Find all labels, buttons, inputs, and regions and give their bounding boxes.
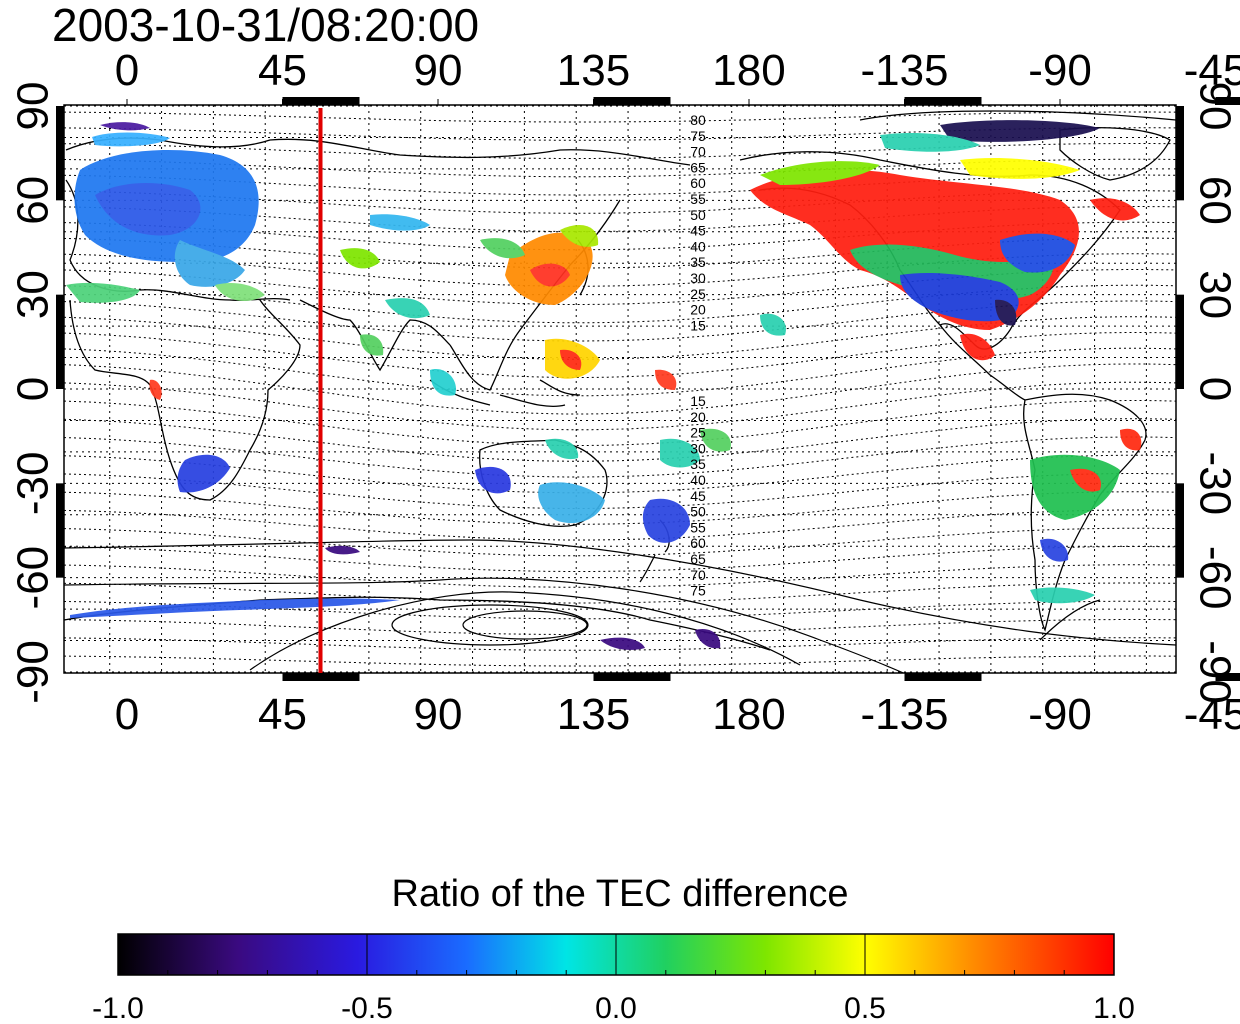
colorbar-tick-label: 1.0 [1093,992,1135,1024]
contour-label: 70 [690,567,706,583]
contour-label: 75 [690,128,706,144]
longitude-ticks-bottom: 0 45 90 135 180 -135 -90 -45 [115,690,1240,739]
longitude-tick-label: -90 [1028,46,1092,95]
longitude-tick-label: 90 [414,46,463,95]
contour-label: 50 [690,207,706,223]
latitude-ticks-left: 90 60 30 0 -30 -60 -90 [9,82,58,704]
longitude-tick-label: -135 [860,690,948,739]
contour-label: 20 [690,409,706,425]
latitude-tick-label: -90 [1190,640,1239,704]
longitude-tick-label: -90 [1028,690,1092,739]
longitude-tick-label: 135 [557,46,630,95]
longitude-tick-label: 180 [712,46,785,95]
axis-tick-bars [56,97,1240,681]
contour-label: 30 [690,440,706,456]
contour-label: 75 [690,583,706,599]
colorbar-tick-label: 0.0 [595,992,637,1024]
latitude-tick-label: -60 [9,546,58,610]
latitude-tick-label: 60 [9,176,58,225]
latitude-tick-label: 90 [1190,82,1239,131]
contour-label: 65 [690,159,706,175]
contour-label: 55 [690,191,706,207]
latitude-tick-label: 90 [9,82,58,131]
colorbar-tick-label: -0.5 [341,992,393,1024]
colorbar-label: Ratio of the TEC difference [391,873,849,915]
contour-label: 60 [690,175,706,191]
contour-label: 35 [690,254,706,270]
latitude-tick-label: 60 [1190,176,1239,225]
contour-label: 45 [690,223,706,239]
contour-label: 45 [690,488,706,504]
contour-label: 35 [690,456,706,472]
longitude-tick-label: -45 [1184,46,1240,95]
latitude-tick-label: 30 [9,270,58,319]
contour-label: 40 [690,238,706,254]
longitude-tick-label: -45 [1184,690,1240,739]
longitude-tick-label: 0 [115,46,139,95]
contour-label: 50 [690,504,706,520]
contour-label: 15 [690,317,706,333]
colorbar-tick-label: 0.5 [844,992,886,1024]
longitude-tick-label: 45 [258,690,307,739]
map-title: 2003-10-31/08:20:00 [52,0,480,51]
contour-label: 25 [690,425,706,441]
contour-label: 40 [690,472,706,488]
contour-label: 60 [690,535,706,551]
contour-label: 65 [690,551,706,567]
longitude-tick-label: 180 [712,690,785,739]
latitude-tick-label: -90 [9,640,58,704]
latitude-tick-label: 0 [1190,377,1239,401]
longitude-tick-label: 0 [115,690,139,739]
contour-label: 25 [690,286,706,302]
latitude-tick-label: -60 [1190,546,1239,610]
contour-label: 30 [690,270,706,286]
contour-label: 20 [690,302,706,318]
southern-solid-contours [64,110,1176,673]
longitude-ticks-top: 0 45 90 135 180 -135 -90 -45 [115,46,1240,95]
contour-label: 80 [690,112,706,128]
latitude-ticks-right: 90 60 30 0 -30 -60 -90 [1190,82,1239,704]
colorbar-tick-label: -1.0 [92,992,144,1024]
contour-label: 15 [690,393,706,409]
longitude-tick-label: 45 [258,46,307,95]
colorbar-ticks: -1.0 -0.5 0.0 0.5 1.0 [92,934,1135,1024]
tec-ratio-data [66,120,1142,650]
contour-label: 70 [690,144,706,160]
latitude-tick-label: 30 [1190,270,1239,319]
longitude-tick-label: 135 [557,690,630,739]
latitude-tick-label: -30 [9,452,58,516]
longitude-tick-label: 90 [414,690,463,739]
latitude-tick-label: 0 [9,377,58,401]
latitude-tick-label: -30 [1190,452,1239,516]
graticule [64,105,1176,673]
contour-label: 55 [690,519,706,535]
longitude-tick-label: -135 [860,46,948,95]
